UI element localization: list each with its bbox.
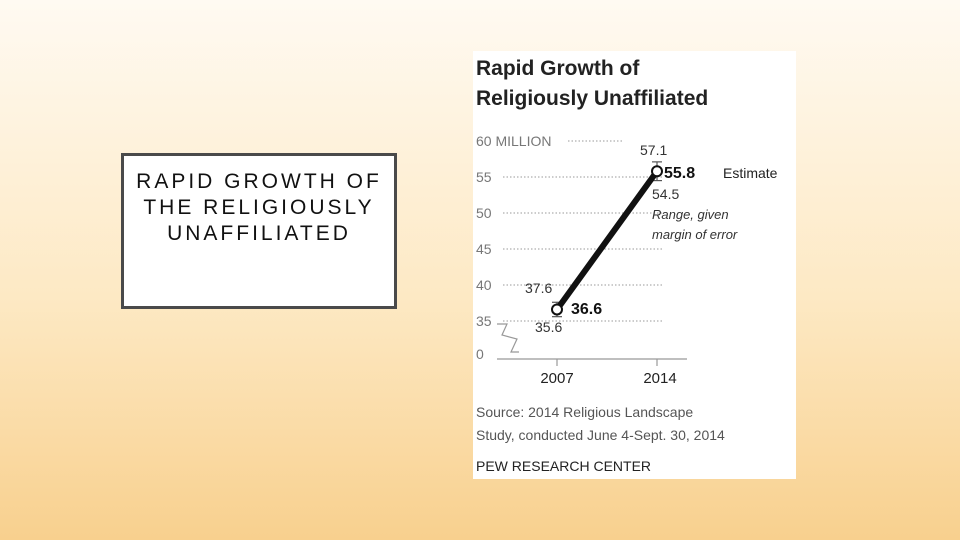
- label-start-low: 35.6: [535, 319, 562, 335]
- series-line: [554, 168, 660, 313]
- label-end-low: 54.5: [652, 186, 679, 202]
- y-tick-label-45: 45: [476, 241, 492, 257]
- source-line-2: Study, conducted June 4-Sept. 30, 2014: [476, 427, 725, 443]
- chart-title-line-1: Rapid Growth of: [476, 57, 640, 80]
- y-tick-label-0: 0: [476, 346, 484, 362]
- series-marks: [551, 161, 663, 318]
- chart-title-line-2: Religiously Unaffiliated: [476, 87, 708, 110]
- line-chart: Rapid Growth of Religiously Unaffiliated…: [476, 57, 778, 474]
- range-note-line-2: margin of error: [652, 227, 738, 242]
- data-point-2014: [651, 165, 663, 178]
- label-end-high: 57.1: [640, 142, 667, 158]
- pew-credit: PEW RESEARCH CENTER: [476, 458, 651, 474]
- label-start-high: 37.6: [525, 280, 552, 296]
- y-tick-label-35: 35: [476, 313, 492, 329]
- slide-title-box: RAPID GROWTH OF THE RELIGIOUSLY UNAFFILI…: [121, 153, 397, 309]
- y-tick-label-55: 55: [476, 169, 492, 185]
- data-point-2007: [551, 303, 563, 316]
- slide-title: RAPID GROWTH OF THE RELIGIOUSLY UNAFFILI…: [136, 170, 382, 245]
- y-tick-label-50: 50: [476, 205, 492, 221]
- gridlines: [503, 140, 663, 322]
- range-note-line-1: Range, given: [652, 207, 729, 222]
- x-label-2007: 2007: [540, 370, 573, 387]
- source-line-1: Source: 2014 Religious Landscape: [476, 404, 693, 420]
- axis-break-mark: [497, 323, 519, 353]
- chart-figure: Rapid Growth of Religiously Unaffiliated…: [473, 51, 796, 479]
- y-tick-labels: 60 MILLION 55 50 45 40 35 0: [476, 133, 551, 362]
- y-tick-label-60: 60 MILLION: [476, 133, 551, 149]
- label-end-value: 55.8: [664, 165, 695, 182]
- label-estimate: Estimate: [723, 165, 778, 181]
- label-start-value: 36.6: [571, 301, 602, 318]
- x-label-2014: 2014: [643, 370, 676, 387]
- y-tick-label-40: 40: [476, 277, 492, 293]
